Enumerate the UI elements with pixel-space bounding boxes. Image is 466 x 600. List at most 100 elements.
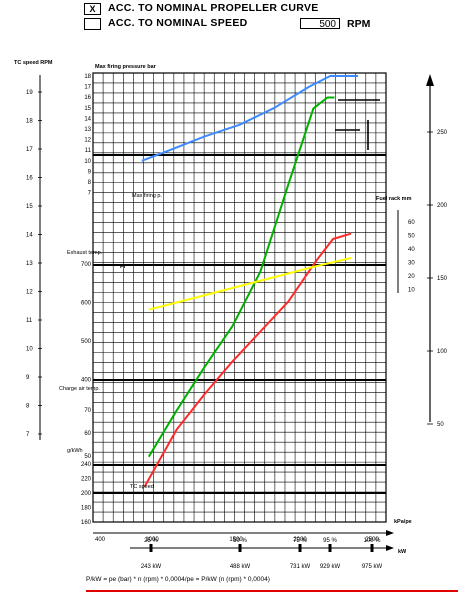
max-firing-tick: 8	[88, 180, 92, 186]
power-axis-kw: 929 kW	[320, 564, 341, 570]
charge-air-tick: 70	[84, 408, 91, 414]
x-axis-tick: 400	[95, 537, 106, 543]
tc-speed-tick: 17	[26, 147, 33, 153]
plot-frame	[92, 72, 387, 523]
series-line-max-firing-p-	[141, 75, 359, 162]
series-line-pi	[148, 257, 352, 311]
exhaust-temp-tick: 600	[81, 301, 92, 307]
fuel-rack-tick: 50	[408, 234, 415, 240]
max-firing-tick: 17	[84, 85, 91, 91]
power-axis-tick-mark	[149, 544, 153, 552]
tc-speed-tick: 7	[26, 432, 30, 438]
power-axis-kw: 243 kW	[141, 564, 162, 570]
sfc-tick: 160	[81, 520, 92, 526]
tc-speed-tick: 19	[26, 90, 33, 96]
max-firing-tick: 14	[84, 116, 91, 122]
sfc-tick: 200	[81, 491, 92, 497]
pi-curve-label: Pi	[120, 264, 126, 270]
charge-air-tick: 60	[84, 431, 91, 437]
max-firing-tick: 13	[84, 127, 91, 133]
power-axis-pct: 75 %	[293, 538, 307, 544]
max-firing-axis-title: Max firing pressure bar	[95, 64, 157, 70]
power-axis-tick-mark	[238, 544, 242, 552]
power-axis-unit: kW	[398, 549, 407, 555]
power-axis-kw: 975 kW	[362, 564, 383, 570]
tc-speed-tick: 16	[26, 176, 33, 182]
x-axis-tick: 2500	[365, 537, 379, 543]
right-axis-tick: 250	[437, 130, 448, 136]
tc-speed-axis-title: TC speed RPM	[14, 60, 53, 66]
max-firing-tick: 15	[84, 106, 91, 112]
fuel-rack-title: Fuel rack mm	[376, 196, 412, 202]
sfc-tick: 220	[81, 477, 92, 483]
header: X ACC. TO NOMINAL PROPELLER CURVE ACC. T…	[0, 0, 466, 40]
right-axis-arrow	[426, 74, 434, 86]
fuel-rack-tick: 30	[408, 261, 415, 267]
tc-speed-tick: 9	[26, 375, 30, 381]
chart-series	[141, 75, 359, 488]
power-axis-arrow	[386, 545, 394, 551]
power-axis-tick-mark	[370, 544, 374, 552]
max-firing-tick: 12	[84, 138, 91, 144]
x-axis-tick: 2000	[293, 537, 307, 543]
right-axis-tick: 50	[437, 422, 444, 428]
max-firing-tick: 9	[88, 169, 92, 175]
max-firing-tick: 11	[85, 148, 92, 154]
sfc-unit-label: g/kWh	[67, 448, 83, 454]
nominal-speed-checkbox[interactable]	[84, 18, 101, 30]
rpm-unit-label: RPM	[347, 18, 371, 30]
power-formula: P/kW = pe (bar) * n (rpm) * 0,0004/pe = …	[86, 576, 270, 583]
tc-speed-tick: 8	[26, 404, 30, 410]
charge-air-tick: 50	[84, 454, 91, 460]
x-axis-tick: 1000	[145, 537, 159, 543]
exhaust-temp-title: Exhaust temp.	[67, 250, 103, 256]
propeller-curve-label: ACC. TO NOMINAL PROPELLER CURVE	[108, 2, 319, 14]
rpm-value-field[interactable]: 500	[300, 18, 340, 30]
fuel-rack-tick: 40	[408, 247, 415, 253]
chart-grid	[92, 72, 387, 523]
exhaust-temp-tick: 400	[81, 378, 92, 384]
power-axis-kw: 488 kW	[230, 564, 251, 570]
max-firing-tick: 16	[84, 95, 91, 101]
propeller-curve-checkbox[interactable]: X	[84, 3, 101, 15]
max-firing-tick: 10	[84, 159, 91, 165]
nominal-speed-label: ACC. TO NOMINAL SPEED	[108, 17, 248, 29]
power-axis-kw: 731 kW	[290, 564, 311, 570]
tc-speed-tick: 14	[26, 233, 33, 239]
exhaust-temp-tick: 700	[81, 262, 92, 268]
sfc-tick: 240	[81, 462, 92, 468]
power-axis-pct: 25 %	[144, 538, 158, 544]
power-axis-tick-mark	[328, 544, 332, 552]
tc-speed-tick: 12	[26, 290, 33, 296]
x-axis-tick: 1500	[229, 537, 243, 543]
sfc-tick: 180	[81, 506, 92, 512]
charge-air-temp-title: Charge air temp.	[59, 386, 100, 392]
footer-rule	[86, 590, 458, 592]
max-firing-tick: 18	[84, 74, 91, 80]
tc-speed-tick: 11	[26, 318, 33, 324]
max-firing-curve-label: Max firing p.	[132, 193, 162, 199]
series-line-unnamed-1	[147, 96, 335, 458]
power-axis-pct: 100 %	[363, 538, 381, 544]
power-axis-pct: 95 %	[323, 538, 337, 544]
power-axis-pct: 50 %	[233, 538, 247, 544]
x-axis-arrow	[386, 530, 394, 536]
fuel-rack-tick: 20	[408, 274, 415, 280]
tc-speed-tick: 18	[26, 119, 33, 125]
fuel-rack-tick: 60	[408, 220, 415, 226]
chart-labels: TC speed RPM Max firing pressure bar Exhau…	[14, 60, 412, 555]
x-axis-unit: kPa/pe	[394, 519, 412, 525]
tc-speed-tick: 15	[26, 204, 33, 210]
tc-speed-tick: 10	[26, 347, 33, 353]
right-axis-tick: 200	[437, 203, 448, 209]
right-axis-tick: 150	[437, 276, 448, 282]
series-line-tc-speed	[143, 232, 352, 488]
chart-axes: 19 18 17 16 15 14 13 12 11 10 9 8 7 18 17 16 15 14 13 12 11 1…	[26, 74, 448, 570]
exhaust-temp-tick: 500	[81, 339, 92, 345]
power-axis-tick-mark	[298, 544, 302, 552]
tc-speed-curve-label: TC speed	[130, 484, 154, 490]
tc-speed-tick: 13	[26, 261, 33, 267]
max-firing-tick: 7	[88, 191, 92, 197]
fuel-rack-tick: 10	[408, 288, 415, 294]
